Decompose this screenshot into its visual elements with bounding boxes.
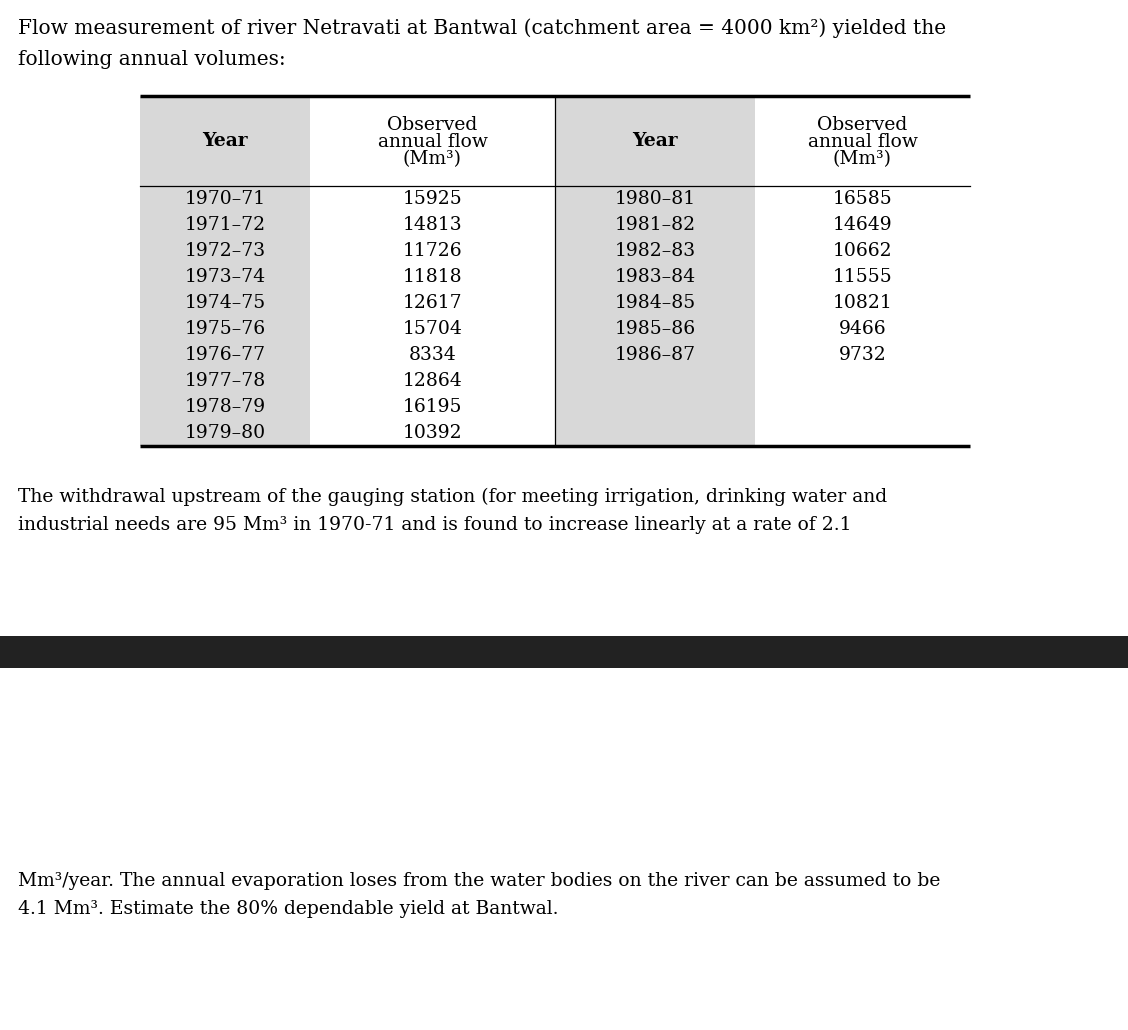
Text: annual flow: annual flow [808, 133, 917, 151]
Text: 10662: 10662 [832, 242, 892, 260]
Text: 11555: 11555 [832, 268, 892, 286]
Text: 10821: 10821 [832, 294, 892, 312]
Text: 1985–86: 1985–86 [615, 320, 696, 338]
Text: 4.1 Mm³. Estimate the 80% dependable yield at Bantwal.: 4.1 Mm³. Estimate the 80% dependable yie… [18, 900, 558, 918]
Text: 1986–87: 1986–87 [615, 346, 696, 364]
Text: 10392: 10392 [403, 424, 462, 442]
Text: (Mm³): (Mm³) [403, 150, 462, 168]
Text: 12617: 12617 [403, 294, 462, 312]
Text: 16585: 16585 [832, 190, 892, 208]
Text: 9732: 9732 [838, 346, 887, 364]
Text: (Mm³): (Mm³) [832, 150, 892, 168]
Text: 8334: 8334 [408, 346, 457, 364]
Text: 1970–71: 1970–71 [185, 190, 265, 208]
Text: 1984–85: 1984–85 [615, 294, 696, 312]
Text: 9466: 9466 [839, 320, 887, 338]
Bar [555, 96, 755, 446]
Text: 12864: 12864 [403, 372, 462, 390]
Text: following annual volumes:: following annual volumes: [18, 50, 285, 69]
Text: Observed: Observed [387, 116, 477, 134]
Text: 16195: 16195 [403, 398, 462, 416]
Text: 1983–84: 1983–84 [615, 268, 696, 286]
Text: Mm³/year. The annual evaporation loses from the water bodies on the river can be: Mm³/year. The annual evaporation loses f… [18, 872, 941, 890]
Bar [140, 96, 310, 446]
Text: 15704: 15704 [403, 320, 462, 338]
Text: 14813: 14813 [403, 216, 462, 234]
Text: annual flow: annual flow [378, 133, 487, 151]
Text: Flow measurement of river Netravati at Bantwal (catchment area = 4000 km²) yield: Flow measurement of river Netravati at B… [18, 18, 946, 38]
Text: 15925: 15925 [403, 190, 462, 208]
Text: 11818: 11818 [403, 268, 462, 286]
Text: 1971–72: 1971–72 [185, 216, 265, 234]
Text: 1980–81: 1980–81 [615, 190, 696, 208]
Text: 1972–73: 1972–73 [185, 242, 265, 260]
Text: The withdrawal upstream of the gauging station (for meeting irrigation, drinking: The withdrawal upstream of the gauging s… [18, 488, 887, 507]
Text: 1978–79: 1978–79 [185, 398, 265, 416]
Text: 1975–76: 1975–76 [185, 320, 265, 338]
Text: 1973–74: 1973–74 [185, 268, 265, 286]
Text: Year: Year [632, 132, 678, 150]
Text: 14649: 14649 [832, 216, 892, 234]
Text: Year: Year [202, 132, 248, 150]
Text: Observed: Observed [818, 116, 908, 134]
Text: 1979–80: 1979–80 [185, 424, 265, 442]
Text: 1976–77: 1976–77 [185, 346, 265, 364]
Text: 1977–78: 1977–78 [184, 372, 265, 390]
Text: 1982–83: 1982–83 [615, 242, 696, 260]
Text: industrial needs are 95 Mm³ in 1970-71 and is found to increase linearly at a ra: industrial needs are 95 Mm³ in 1970-71 a… [18, 516, 852, 534]
Text: 1981–82: 1981–82 [615, 216, 696, 234]
Bar [0, 636, 1128, 668]
Text: 11726: 11726 [403, 242, 462, 260]
Text: 1974–75: 1974–75 [184, 294, 265, 312]
